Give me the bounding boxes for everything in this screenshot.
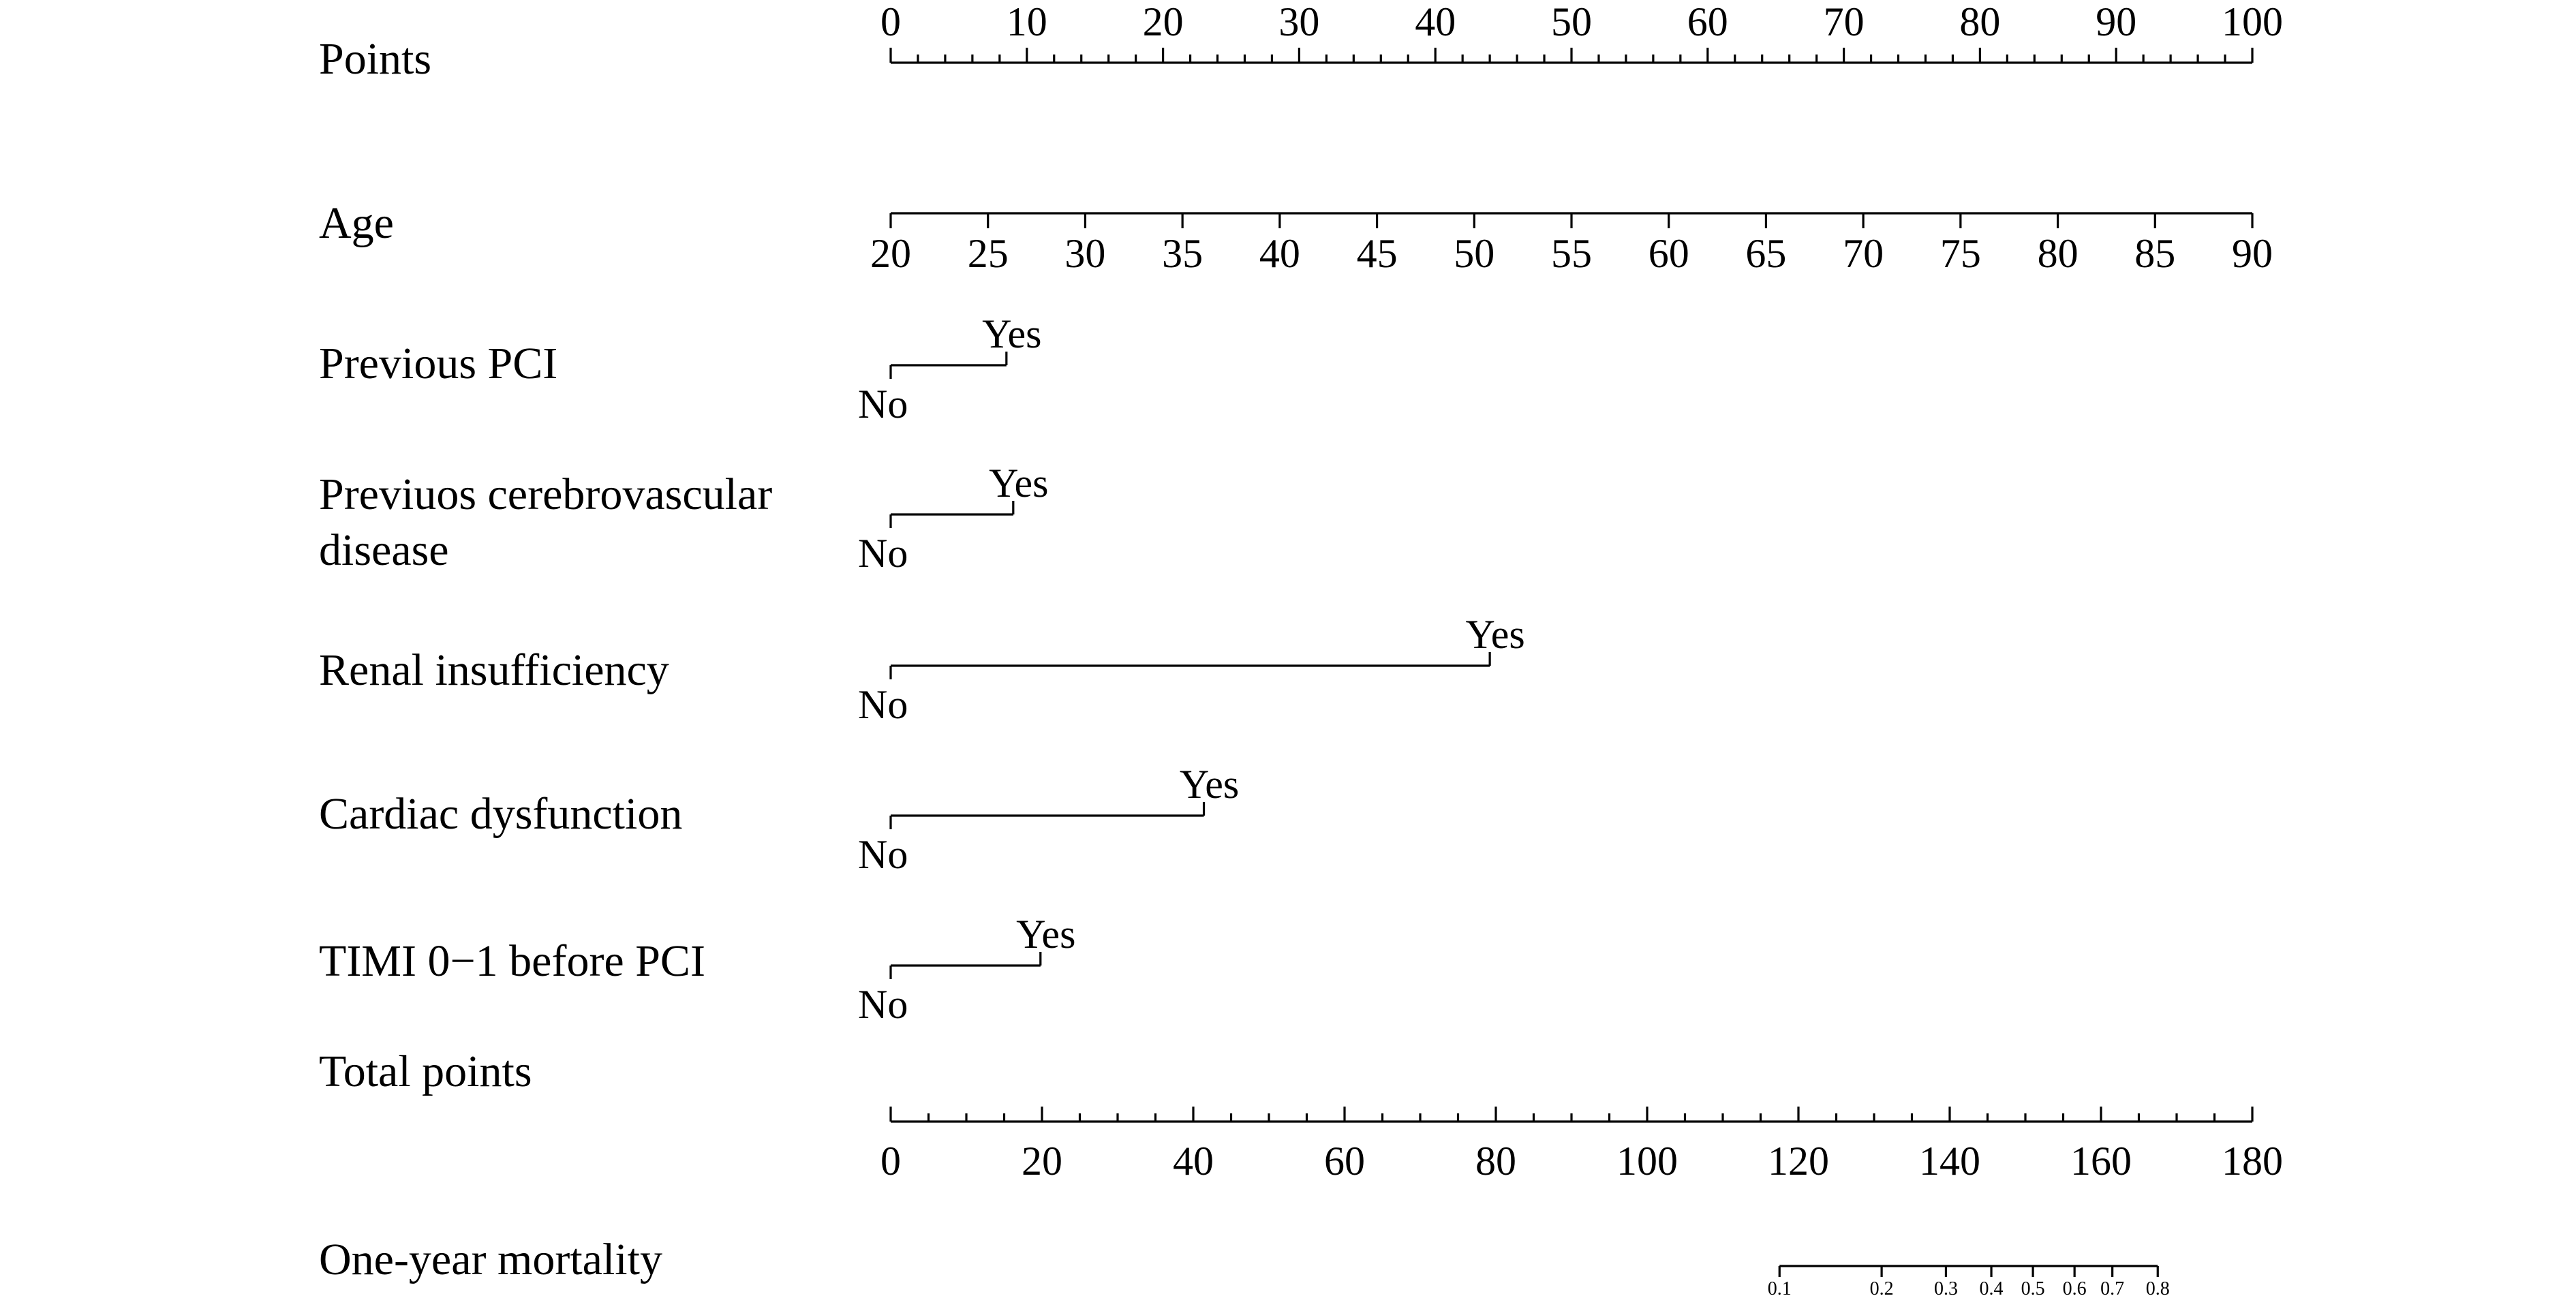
categorical-scales: No Yes No Yes No Yes No Yes No Yes <box>858 311 1525 1027</box>
total-points-tick-label: 20 <box>1022 1139 1062 1184</box>
total-points-tick-label: 0 <box>880 1139 901 1184</box>
age-tick-label: 45 <box>1357 231 1398 276</box>
timi-no-label: No <box>858 982 908 1027</box>
points-tick-label: 40 <box>1415 0 1456 44</box>
cerebrovascular-row-label-line-2: disease <box>319 525 449 575</box>
mortality-tick-label: 0.6 <box>2063 1278 2087 1296</box>
total-points-tick-label: 120 <box>1768 1139 1829 1184</box>
mortality-tick-label: 0.3 <box>1934 1278 1958 1296</box>
age-tick-label: 60 <box>1649 231 1689 276</box>
points-scale: 0 10 20 30 40 50 60 70 80 90 100 <box>880 0 2283 64</box>
mortality-tick-label: 0.5 <box>2021 1278 2045 1296</box>
age-tick-label: 20 <box>870 231 911 276</box>
points-tick-label: 30 <box>1278 0 1319 44</box>
points-tick-label: 60 <box>1687 0 1728 44</box>
total-points-tick-label: 140 <box>1919 1139 1980 1184</box>
points-tick-label: 100 <box>2222 0 2283 44</box>
mortality-tick-label: 0.8 <box>2146 1278 2170 1296</box>
cardiac-dysfunction-row-label: Cardiac dysfunction <box>319 789 682 839</box>
total-points-tick-label: 160 <box>2070 1139 2132 1184</box>
timi-row-label: TIMI 0−1 before PCI <box>319 936 705 986</box>
total-points-tick-label: 60 <box>1324 1139 1365 1184</box>
one-year-mortality-scale: 0.1 0.2 0.3 0.4 0.5 0.6 0.7 0.8 <box>1768 1265 2170 1296</box>
total-points-scale: 0 20 40 60 80 100 120 140 160 180 <box>880 1107 2283 1184</box>
total-points-tick-label: 40 <box>1173 1139 1214 1184</box>
renal-insufficiency-row-label: Renal insufficiency <box>319 645 669 695</box>
cardiac-dysfunction-no-label: No <box>858 832 908 877</box>
age-tick-label: 50 <box>1454 231 1494 276</box>
age-row-label: Age <box>319 198 394 248</box>
age-tick-label: 55 <box>1551 231 1592 276</box>
mortality-tick-label: 0.7 <box>2100 1278 2124 1296</box>
total-points-tick-label: 80 <box>1475 1139 1516 1184</box>
cerebrovascular-row-label-line-1: Previuos cerebrovascular <box>319 469 772 519</box>
points-tick-label: 50 <box>1551 0 1592 44</box>
previous-pci-yes-label: Yes <box>982 311 1041 356</box>
total-points-tick-label: 100 <box>1616 1139 1678 1184</box>
age-tick-label: 75 <box>1940 231 1981 276</box>
points-tick-label: 0 <box>880 0 901 44</box>
points-row-label: Points <box>319 34 431 84</box>
cerebrovascular-yes-label: Yes <box>989 461 1048 506</box>
timi-yes-label: Yes <box>1016 912 1075 957</box>
mortality-tick-label: 0.4 <box>1980 1278 2004 1296</box>
cardiac-dysfunction-yes-label: Yes <box>1180 762 1239 807</box>
points-tick-label: 80 <box>1959 0 2000 44</box>
total-points-row-label: Total points <box>319 1047 532 1096</box>
previous-pci-no-label: No <box>858 382 908 427</box>
points-tick-label: 90 <box>2096 0 2136 44</box>
age-tick-label: 30 <box>1064 231 1105 276</box>
age-tick-label: 85 <box>2134 231 2175 276</box>
age-tick-label: 90 <box>2232 231 2273 276</box>
renal-insufficiency-yes-label: Yes <box>1465 612 1524 657</box>
renal-insufficiency-no-label: No <box>858 682 908 727</box>
age-scale: 20 25 30 35 40 45 50 55 60 65 70 75 80 85 90 <box>870 212 2273 276</box>
previous-pci-row-label: Previous PCI <box>319 339 557 388</box>
age-tick-label: 25 <box>968 231 1009 276</box>
points-tick-label: 10 <box>1007 0 1047 44</box>
points-tick-label: 70 <box>1824 0 1865 44</box>
mortality-tick-label: 0.1 <box>1768 1278 1792 1296</box>
total-points-tick-label: 180 <box>2222 1139 2283 1184</box>
age-tick-label: 65 <box>1745 231 1786 276</box>
age-tick-label: 80 <box>2038 231 2079 276</box>
age-tick-label: 40 <box>1259 231 1300 276</box>
one-year-mortality-row-label: One-year mortality <box>319 1235 662 1284</box>
cerebrovascular-no-label: No <box>858 531 908 576</box>
age-tick-label: 70 <box>1843 231 1884 276</box>
mortality-tick-label: 0.2 <box>1870 1278 1894 1296</box>
points-tick-label: 20 <box>1143 0 1184 44</box>
age-tick-label: 35 <box>1162 231 1203 276</box>
